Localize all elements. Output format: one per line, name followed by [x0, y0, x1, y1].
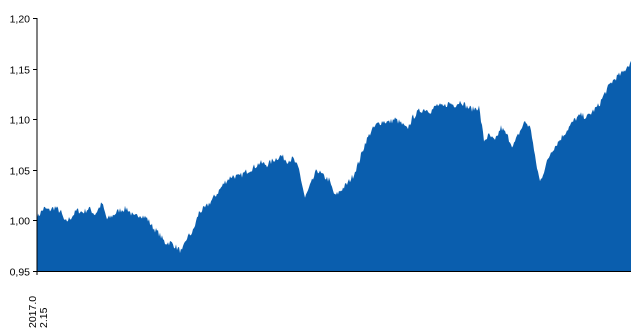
x-tick-label-line: 2.15: [38, 307, 50, 328]
y-tick-label: 1,10: [10, 115, 31, 127]
x-tick-label: 2017.0 2.15: [27, 296, 50, 328]
y-axis: 0,95 1,00 1,05 1,10 1,15 1,20: [10, 14, 38, 279]
y-tick-label: 1,20: [10, 14, 31, 26]
y-tick-label: 1,15: [10, 65, 31, 77]
y-tick-label: 1,05: [10, 166, 31, 178]
series-area: [37, 60, 631, 271]
plot-area: [37, 60, 631, 271]
y-tick-label: 1,00: [10, 216, 31, 228]
y-tick-label: 0,95: [10, 267, 31, 279]
x-tick-label-line: 2017.0: [27, 296, 39, 328]
x-axis: 2017.0 2.15: [27, 271, 631, 328]
